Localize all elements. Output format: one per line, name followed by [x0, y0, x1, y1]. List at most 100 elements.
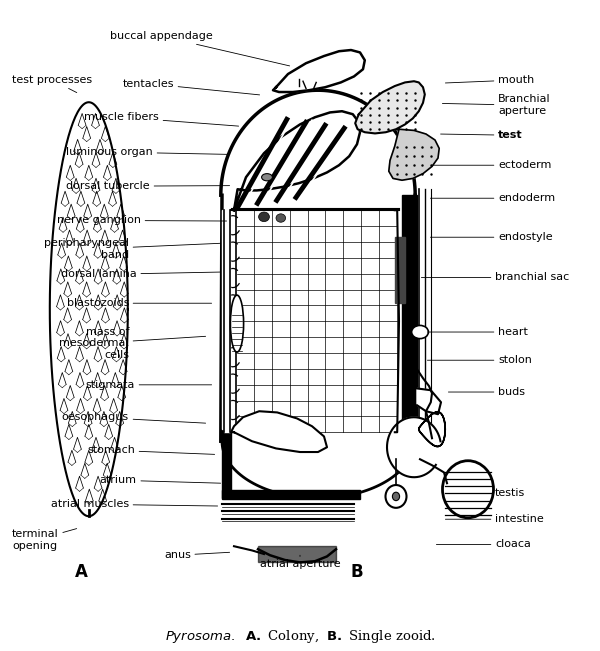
Polygon shape	[110, 398, 118, 413]
Ellipse shape	[259, 212, 269, 221]
Polygon shape	[76, 476, 83, 492]
Polygon shape	[110, 217, 118, 232]
Polygon shape	[101, 385, 109, 400]
Polygon shape	[60, 398, 68, 413]
Polygon shape	[67, 165, 74, 180]
Polygon shape	[94, 476, 102, 492]
Text: mass of
mesodermal
cells: mass of mesodermal cells	[59, 327, 206, 360]
Text: atrial muscles: atrial muscles	[51, 499, 218, 509]
Polygon shape	[83, 359, 91, 375]
Polygon shape	[94, 269, 102, 284]
Polygon shape	[78, 113, 86, 129]
Polygon shape	[113, 321, 121, 336]
Polygon shape	[103, 464, 111, 478]
Polygon shape	[112, 372, 119, 388]
Polygon shape	[93, 191, 101, 206]
Polygon shape	[83, 256, 91, 271]
Polygon shape	[76, 243, 83, 258]
Polygon shape	[99, 489, 107, 505]
Ellipse shape	[392, 492, 400, 501]
Polygon shape	[94, 295, 102, 310]
Polygon shape	[58, 243, 65, 258]
Polygon shape	[76, 321, 83, 336]
Polygon shape	[94, 217, 101, 232]
Ellipse shape	[262, 174, 272, 181]
Polygon shape	[101, 308, 109, 323]
Text: terminal
opening: terminal opening	[12, 529, 77, 551]
Polygon shape	[119, 359, 127, 375]
Text: buds: buds	[448, 387, 525, 397]
Polygon shape	[389, 130, 439, 180]
Polygon shape	[68, 450, 76, 465]
Polygon shape	[59, 217, 67, 232]
Text: intestine: intestine	[445, 514, 544, 524]
Polygon shape	[83, 126, 91, 142]
Polygon shape	[222, 210, 236, 429]
Text: endoderm: endoderm	[430, 193, 555, 203]
Polygon shape	[94, 243, 102, 258]
Text: stigmata: stigmata	[86, 380, 212, 390]
Polygon shape	[72, 178, 80, 193]
Polygon shape	[81, 464, 89, 478]
Polygon shape	[100, 204, 108, 219]
Polygon shape	[83, 308, 91, 323]
Polygon shape	[101, 359, 109, 375]
Text: endostyle: endostyle	[430, 232, 553, 242]
Polygon shape	[96, 139, 104, 154]
Text: nerve ganglion: nerve ganglion	[57, 215, 227, 225]
Polygon shape	[119, 230, 127, 245]
Polygon shape	[64, 334, 72, 349]
Polygon shape	[110, 437, 118, 452]
Polygon shape	[121, 282, 128, 297]
Text: $\mathit{Pyrosoma.}$  $\mathbf{A.}$ Colony,  $\mathbf{B.}$ Single zooid.: $\mathit{Pyrosoma.}$ $\mathbf{A.}$ Colon…	[164, 628, 436, 645]
Polygon shape	[222, 229, 231, 498]
Polygon shape	[83, 282, 91, 297]
Polygon shape	[58, 372, 66, 388]
Ellipse shape	[276, 214, 286, 222]
Text: cloaca: cloaca	[436, 540, 531, 549]
Text: buccal appendage: buccal appendage	[110, 31, 290, 66]
Polygon shape	[222, 490, 360, 499]
Text: mouth: mouth	[445, 75, 534, 85]
Ellipse shape	[412, 326, 428, 339]
Text: peripharyngeal
band: peripharyngeal band	[44, 238, 221, 260]
Polygon shape	[258, 546, 336, 562]
Polygon shape	[76, 269, 83, 284]
Text: anus: anus	[164, 550, 230, 561]
Text: blastozoids: blastozoids	[67, 298, 212, 308]
Polygon shape	[112, 178, 120, 193]
Polygon shape	[68, 411, 76, 426]
Polygon shape	[67, 204, 75, 219]
Polygon shape	[67, 385, 74, 400]
Polygon shape	[101, 282, 109, 297]
Ellipse shape	[386, 485, 407, 508]
Polygon shape	[387, 417, 440, 477]
Text: ectoderm: ectoderm	[433, 160, 551, 170]
Polygon shape	[101, 334, 109, 349]
Polygon shape	[83, 230, 91, 245]
Polygon shape	[84, 411, 92, 426]
Polygon shape	[94, 346, 102, 362]
Polygon shape	[120, 256, 128, 271]
Text: tentacles: tentacles	[122, 79, 260, 95]
Polygon shape	[117, 204, 125, 219]
Polygon shape	[92, 437, 100, 452]
Polygon shape	[101, 126, 109, 142]
Polygon shape	[84, 204, 92, 219]
Polygon shape	[234, 111, 360, 210]
Text: test processes: test processes	[12, 75, 92, 92]
Text: A: A	[74, 563, 88, 581]
Polygon shape	[56, 321, 64, 336]
Text: testis: testis	[454, 488, 525, 499]
Polygon shape	[57, 346, 65, 362]
Polygon shape	[112, 243, 120, 258]
Polygon shape	[103, 165, 111, 180]
Polygon shape	[64, 282, 71, 297]
Polygon shape	[77, 398, 85, 413]
Polygon shape	[417, 389, 441, 414]
Polygon shape	[76, 346, 83, 362]
Text: atrium: atrium	[100, 475, 221, 485]
Polygon shape	[74, 437, 82, 452]
Polygon shape	[77, 191, 85, 206]
Polygon shape	[65, 230, 73, 245]
